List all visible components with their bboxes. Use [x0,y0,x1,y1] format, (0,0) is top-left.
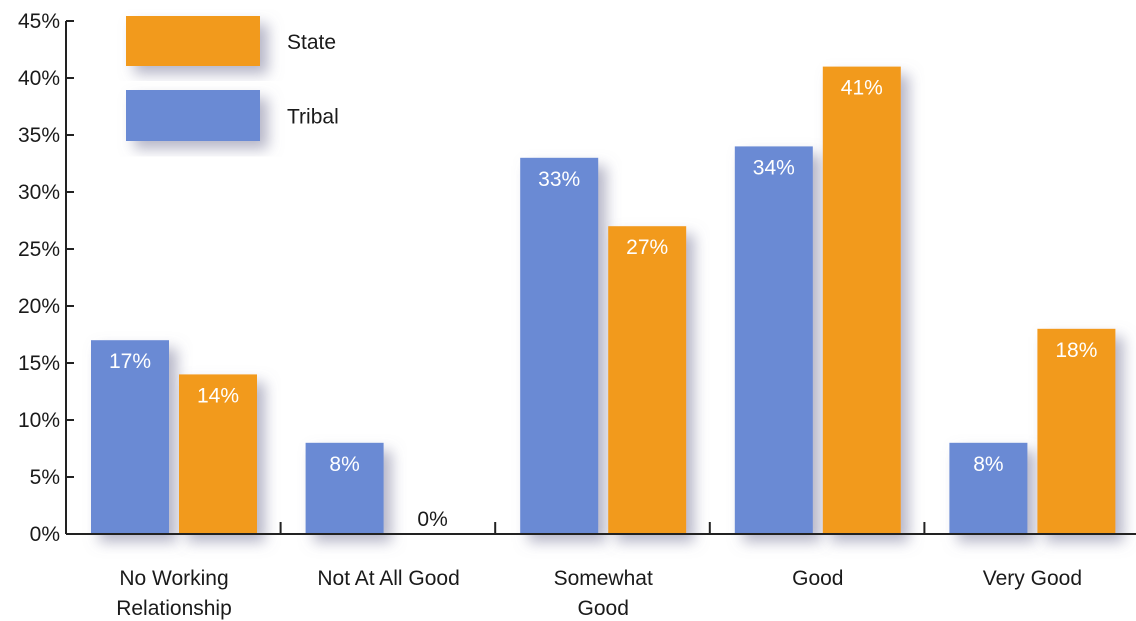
data-label-tribal-4: 8% [973,453,1003,476]
bar-state-2 [608,226,687,534]
category-label-0: No Working [119,567,228,590]
legend-label-state: State [287,31,336,54]
bar-tribal-3 [734,146,813,534]
y-tick-label: 20% [18,295,60,318]
y-tick-label: 15% [18,352,60,375]
y-tick-label: 35% [18,124,60,147]
data-label-state-3: 41% [841,77,883,100]
data-label-tribal-3: 34% [753,156,795,179]
data-label-state-4: 18% [1055,339,1097,362]
bar-state-3 [822,66,901,534]
legend-swatch-tribal [126,90,260,141]
data-label-tribal-0: 17% [109,350,151,373]
category-label-0: Relationship [116,597,232,620]
data-label-state-1: 0% [417,508,447,531]
bar-tribal-1 [305,442,384,534]
bar-state-4 [1037,328,1116,534]
y-tick-label: 25% [18,238,60,261]
category-label-3: Good [792,567,843,590]
bar-tribal-2 [520,157,599,535]
category-label-1: Not At All Good [317,567,459,590]
category-label-2: Good [578,597,629,620]
y-tick-label: 0% [30,523,60,546]
bar-state-0 [179,374,257,534]
bar-tribal-4 [949,442,1028,534]
legend-swatch-state [126,16,260,66]
bars [91,66,1116,535]
category-label-2: Somewhat [554,567,653,590]
data-label-state-2: 27% [626,236,668,259]
legend: State Tribal [126,16,339,141]
y-tick-label: 45% [18,10,60,33]
labels: 17% 14% No Working Relationship 8% 0% Not At A… [109,77,1097,620]
data-label-tribal-1: 8% [329,453,359,476]
category-label-4: Very Good [983,567,1082,590]
axes: 0% 5% 10% 15% 20% 25% 30% 35% 40% 45% [18,10,1136,546]
data-label-state-0: 14% [197,384,239,407]
y-tick-label: 40% [18,67,60,90]
bar-tribal-0 [91,340,169,534]
y-tick-label: 30% [18,181,60,204]
data-label-tribal-2: 33% [538,168,580,191]
legend-label-tribal: Tribal [287,106,339,129]
y-tick-label: 5% [30,466,60,489]
y-tick-label: 10% [18,409,60,432]
